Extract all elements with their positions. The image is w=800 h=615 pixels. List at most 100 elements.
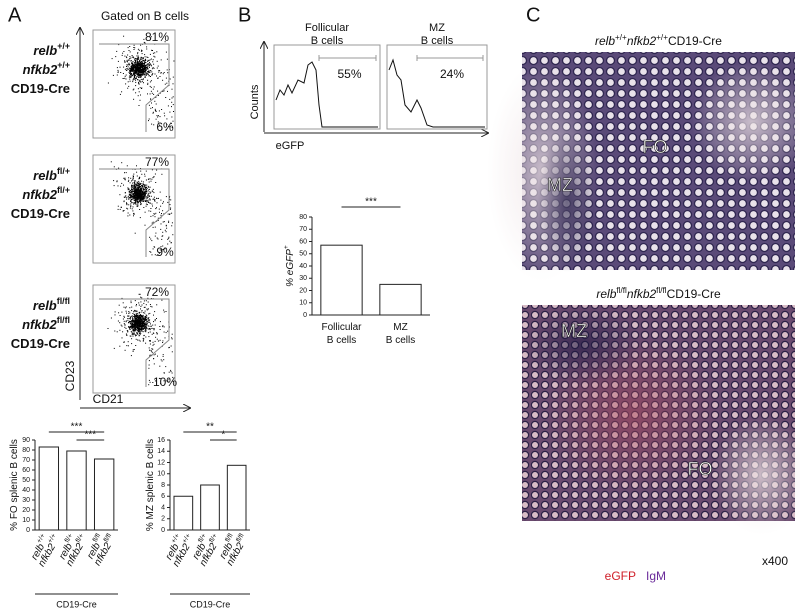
flow-dot bbox=[140, 329, 142, 330]
gate bbox=[99, 168, 170, 257]
flow-dot bbox=[129, 318, 131, 320]
flow-dot bbox=[147, 73, 149, 75]
flow-dot bbox=[149, 349, 150, 351]
y-axis-label: % eGFP+ bbox=[283, 245, 295, 287]
flow-dot bbox=[138, 183, 140, 185]
flow-dot bbox=[126, 334, 128, 336]
flow-dot bbox=[138, 192, 140, 194]
flow-dot bbox=[139, 186, 141, 188]
flow-dot bbox=[132, 318, 134, 320]
histogram-title: B cells bbox=[421, 35, 454, 47]
flow-dot bbox=[133, 215, 134, 217]
flow-dot bbox=[168, 125, 170, 127]
flow-dot bbox=[139, 81, 141, 83]
flow-dot bbox=[147, 65, 149, 67]
x-axis-label: CD21 bbox=[93, 392, 124, 406]
flow-dot bbox=[123, 196, 125, 198]
flow-dot bbox=[152, 73, 154, 75]
flow-dot bbox=[132, 186, 134, 188]
flow-dot bbox=[137, 317, 139, 319]
flow-dot bbox=[137, 193, 138, 195]
flow-dot bbox=[131, 193, 133, 195]
flow-dot bbox=[142, 314, 144, 316]
y-tick-label: 70 bbox=[22, 457, 30, 464]
flow-dot bbox=[148, 313, 150, 315]
flow-dot bbox=[143, 184, 145, 186]
flow-dot bbox=[117, 71, 119, 73]
superscript: fl/fl bbox=[92, 532, 103, 543]
text-part: nfkb2 bbox=[22, 187, 57, 202]
flow-dot bbox=[142, 74, 144, 76]
flow-dot bbox=[132, 335, 134, 337]
flow-dot bbox=[142, 331, 144, 333]
flow-dot bbox=[138, 61, 140, 63]
flow-dot bbox=[136, 326, 138, 328]
flow-dot bbox=[144, 211, 146, 213]
flow-dot bbox=[129, 78, 131, 80]
flow-dot bbox=[141, 311, 143, 313]
flow-dot bbox=[143, 62, 145, 64]
flow-dot bbox=[156, 51, 158, 53]
flow-dot bbox=[143, 327, 145, 329]
flow-dot bbox=[153, 93, 155, 95]
flow-dot bbox=[139, 67, 141, 69]
flow-dot bbox=[144, 175, 146, 177]
flow-dot bbox=[132, 202, 134, 204]
flow-dot bbox=[137, 315, 139, 317]
flow-dot bbox=[144, 188, 146, 189]
flow-dot bbox=[138, 185, 140, 187]
flow-dot bbox=[159, 326, 161, 327]
flow-dot bbox=[129, 328, 131, 330]
flow-dot bbox=[132, 175, 134, 177]
flow-dot bbox=[143, 65, 144, 66]
flow-dot bbox=[150, 210, 152, 212]
flow-dot bbox=[126, 330, 128, 331]
flow-dot bbox=[134, 330, 136, 332]
flow-dot bbox=[134, 193, 136, 195]
flow-dot bbox=[154, 108, 156, 110]
flow-dot bbox=[150, 323, 151, 325]
flow-dot bbox=[156, 304, 158, 306]
flow-dot bbox=[140, 63, 142, 65]
flow-dot bbox=[145, 184, 146, 186]
y-tick-label: 50 bbox=[299, 251, 307, 258]
flow-dot bbox=[118, 167, 120, 169]
flow-dot bbox=[162, 326, 164, 328]
flow-dot bbox=[140, 68, 142, 70]
flow-dot bbox=[147, 321, 149, 323]
flow-dot bbox=[167, 330, 169, 332]
flow-dot bbox=[148, 67, 150, 68]
flow-dot bbox=[152, 112, 154, 114]
flow-dot bbox=[124, 77, 126, 79]
flow-dot bbox=[150, 251, 152, 253]
flow-dot bbox=[153, 314, 154, 316]
flow-dot bbox=[148, 118, 150, 120]
flow-dot bbox=[130, 66, 132, 68]
flow-dot bbox=[137, 70, 139, 72]
flow-dot bbox=[116, 50, 118, 52]
flow-dot bbox=[154, 226, 156, 228]
flow-dot bbox=[162, 325, 164, 327]
flow-dot bbox=[144, 316, 146, 317]
flow-dot bbox=[131, 190, 132, 192]
flow-dot bbox=[133, 311, 135, 313]
flow-dot bbox=[117, 185, 119, 187]
flow-dot bbox=[142, 181, 144, 183]
text-part: relb bbox=[33, 298, 57, 313]
flow-dot bbox=[147, 178, 149, 180]
flow-dot bbox=[135, 193, 137, 195]
flow-dot bbox=[139, 340, 141, 342]
flow-dot bbox=[152, 59, 154, 61]
flow-dot bbox=[171, 101, 173, 103]
flow-dot bbox=[142, 340, 144, 342]
flow-dot bbox=[142, 68, 144, 70]
flow-dot bbox=[141, 195, 142, 197]
flow-dot bbox=[131, 327, 133, 329]
flow-dot bbox=[162, 91, 164, 92]
flow-dot bbox=[150, 98, 152, 100]
flow-dot bbox=[172, 104, 174, 106]
flow-dot bbox=[148, 120, 149, 122]
significance-label: * bbox=[221, 430, 225, 441]
flow-dot bbox=[125, 172, 127, 174]
significance-label: *** bbox=[365, 197, 377, 208]
